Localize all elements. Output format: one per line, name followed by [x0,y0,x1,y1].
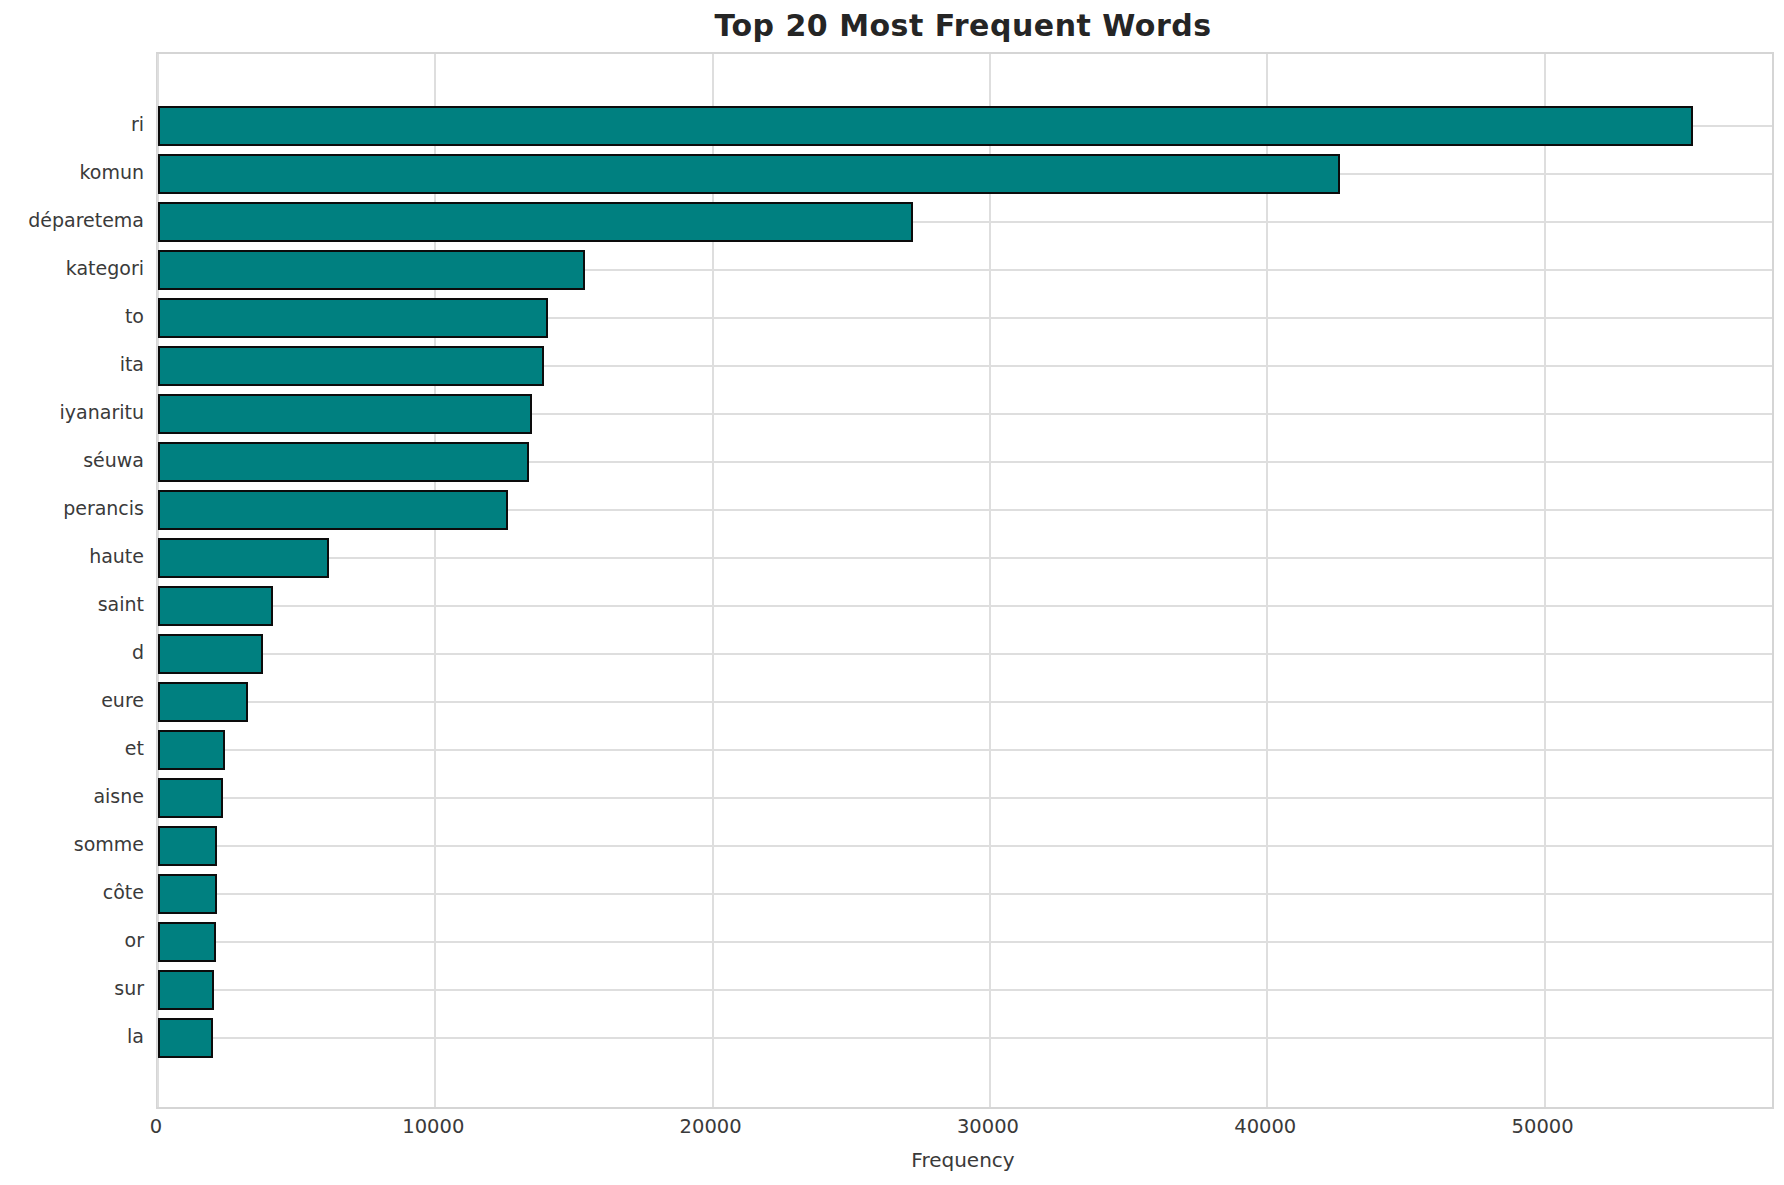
bar-haute [158,538,329,578]
y-tick-label-eure: eure [0,676,144,724]
bar-la [158,1018,213,1058]
vertical-gridline [1544,54,1546,1107]
x-tick-label: 20000 [680,1115,742,1138]
plot-area [156,52,1774,1109]
horizontal-gridline [158,557,1772,559]
horizontal-gridline [158,1037,1772,1039]
bar-séuwa [158,442,529,482]
x-tick-label: 0 [150,1115,162,1138]
horizontal-gridline [158,605,1772,607]
y-tick-label-la: la [0,1012,144,1060]
bar-ri [158,106,1693,146]
y-tick-label-d: d [0,628,144,676]
y-tick-label-iyanaritu: iyanaritu [0,388,144,436]
bar-d [158,634,263,674]
bar-kategori [158,250,585,290]
horizontal-gridline [158,845,1772,847]
bar-somme [158,826,217,866]
y-tick-label-aisne: aisne [0,772,144,820]
bar-iyanaritu [158,394,532,434]
bar-chart-figure: Top 20 Most Frequent Words rikomundépare… [0,0,1784,1185]
horizontal-gridline [158,893,1772,895]
bar-déparetema [158,202,913,242]
vertical-gridline [1266,54,1268,1107]
horizontal-gridline [158,749,1772,751]
bar-aisne [158,778,223,818]
y-tick-label-kategori: kategori [0,244,144,292]
vertical-gridline [989,54,991,1107]
y-tick-label-ita: ita [0,340,144,388]
chart-title: Top 20 Most Frequent Words [156,8,1770,43]
horizontal-gridline [158,941,1772,943]
horizontal-gridline [158,653,1772,655]
x-tick-label: 50000 [1512,1115,1574,1138]
y-tick-label-sur: sur [0,964,144,1012]
bar-sur [158,970,214,1010]
bar-eure [158,682,248,722]
bar-komun [158,154,1340,194]
bar-ita [158,346,544,386]
horizontal-gridline [158,701,1772,703]
y-tick-label-déparetema: déparetema [0,196,144,244]
y-tick-label-séuwa: séuwa [0,436,144,484]
bar-perancis [158,490,508,530]
x-axis-label: Frequency [156,1148,1770,1172]
bar-or [158,922,216,962]
x-tick-label: 40000 [1234,1115,1296,1138]
y-tick-label-komun: komun [0,148,144,196]
bar-et [158,730,225,770]
y-tick-label-or: or [0,916,144,964]
y-tick-label-et: et [0,724,144,772]
horizontal-gridline [158,989,1772,991]
y-tick-label-haute: haute [0,532,144,580]
bar-côte [158,874,217,914]
bar-saint [158,586,273,626]
x-tick-label: 10000 [402,1115,464,1138]
horizontal-gridline [158,797,1772,799]
y-tick-label-côte: côte [0,868,144,916]
y-tick-label-saint: saint [0,580,144,628]
y-tick-label-to: to [0,292,144,340]
bar-to [158,298,548,338]
y-tick-label-perancis: perancis [0,484,144,532]
x-tick-label: 30000 [957,1115,1019,1138]
y-tick-label-ri: ri [0,100,144,148]
y-tick-label-somme: somme [0,820,144,868]
